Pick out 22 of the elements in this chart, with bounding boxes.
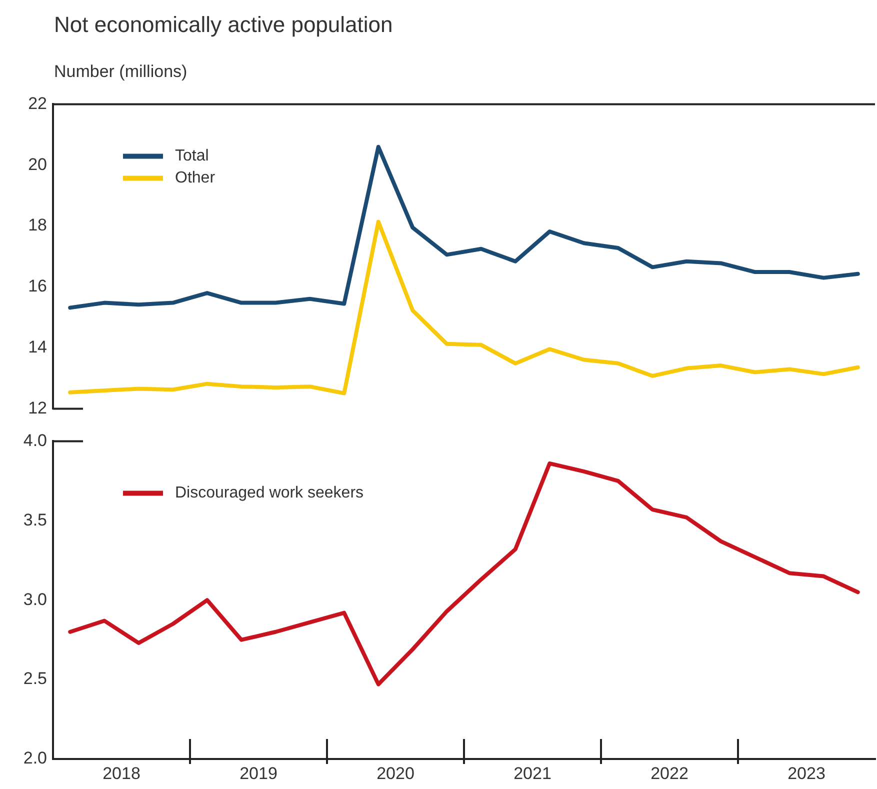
x-tick-label: 2022 bbox=[650, 764, 688, 783]
y-tick-label: 12 bbox=[28, 398, 47, 418]
x-tick-label: 2019 bbox=[240, 764, 278, 783]
x-tick-label: 2018 bbox=[102, 764, 140, 783]
y-tick-label: 4.0 bbox=[23, 430, 47, 450]
y-axis-title: Number (millions) bbox=[54, 62, 188, 82]
legend-label: Discouraged work seekers bbox=[175, 484, 364, 502]
y-tick-label: 3.0 bbox=[23, 590, 47, 609]
y-tick-label: 22 bbox=[28, 94, 47, 113]
x-tick-label: 2020 bbox=[376, 764, 414, 783]
x-tick-label: 2021 bbox=[514, 764, 552, 783]
y-tick-label: 14 bbox=[28, 338, 47, 357]
y-tick-label: 18 bbox=[28, 216, 47, 235]
legend-label: Other bbox=[175, 170, 216, 187]
legend-label: Total bbox=[175, 148, 209, 165]
y-tick-label: 3.5 bbox=[23, 510, 47, 530]
y-tick-label: 16 bbox=[28, 276, 47, 296]
x-tick-label: 2023 bbox=[788, 764, 826, 783]
y-tick-label: 2.0 bbox=[23, 748, 47, 768]
y-tick-label: 20 bbox=[28, 154, 47, 174]
chart-title: Not economically active population bbox=[54, 12, 393, 38]
y-tick-label: 2.5 bbox=[23, 669, 47, 688]
